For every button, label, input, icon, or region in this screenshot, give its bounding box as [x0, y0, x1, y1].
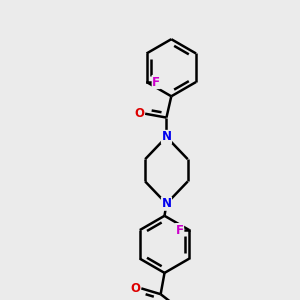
Text: F: F: [176, 224, 184, 237]
Text: N: N: [161, 130, 172, 143]
Text: O: O: [134, 107, 144, 120]
Text: O: O: [130, 282, 140, 295]
Text: N: N: [161, 197, 172, 210]
Text: F: F: [152, 76, 160, 88]
